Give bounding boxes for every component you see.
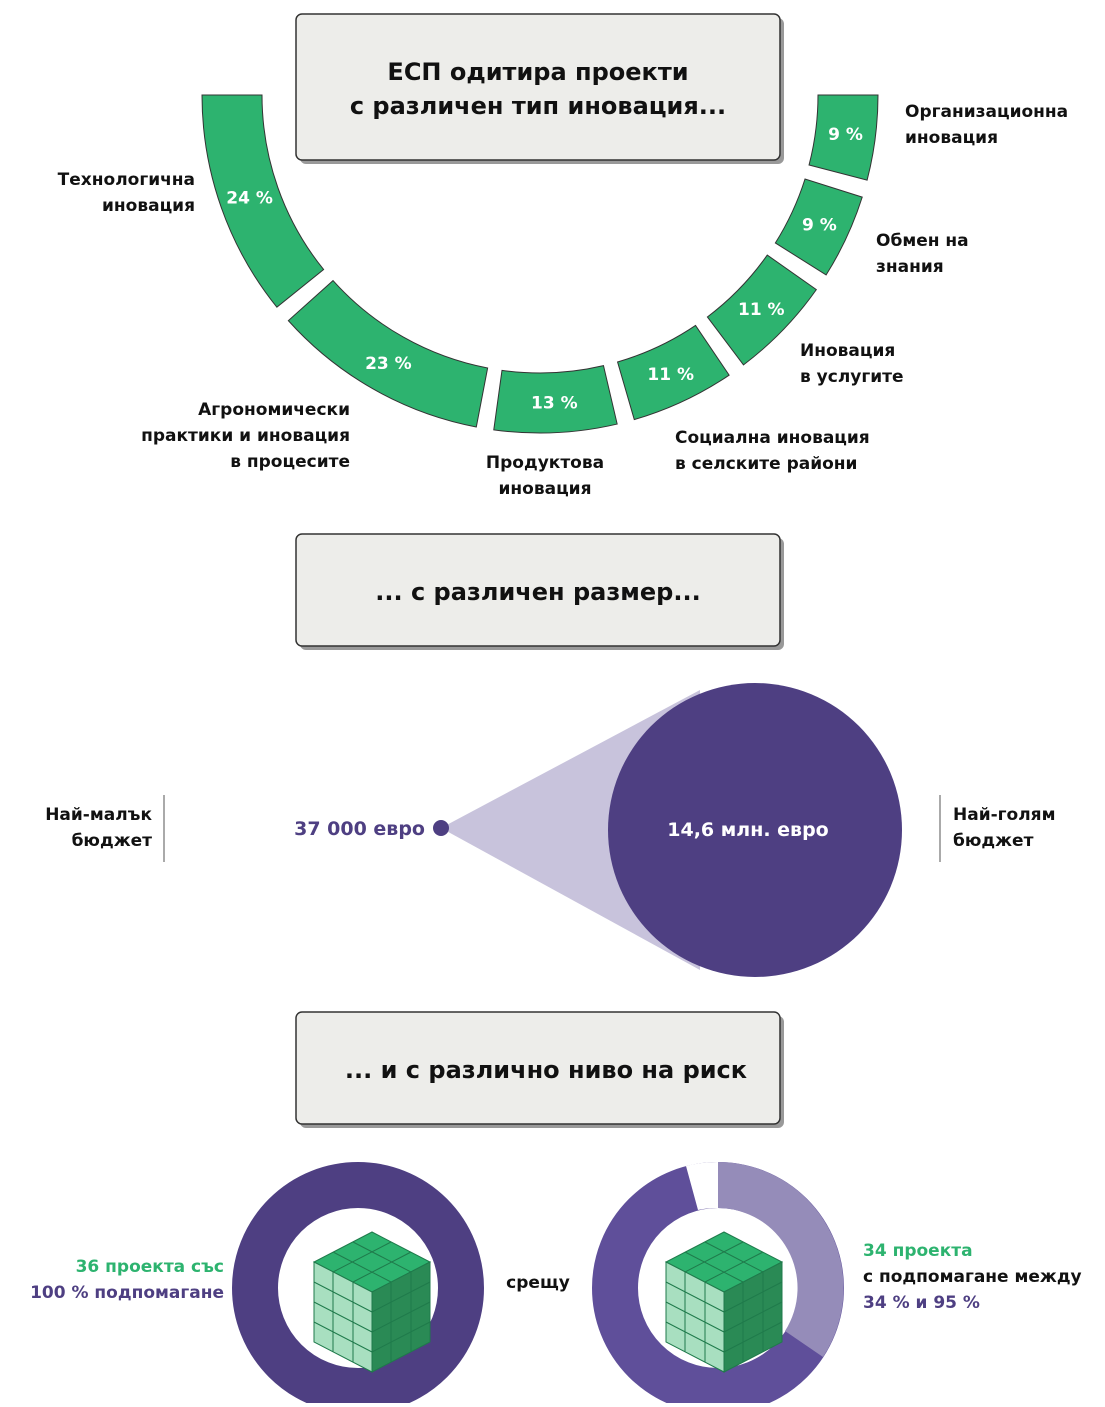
segment-label: 9 % <box>828 125 863 145</box>
label: 34 проекта <box>863 1241 973 1261</box>
small-dot <box>433 820 449 836</box>
segment-label: 11 % <box>738 300 785 320</box>
segment <box>201 94 325 308</box>
label: срещу <box>506 1273 570 1293</box>
segment-name: Социална иновация <box>675 428 870 448</box>
value: 37 000 евро <box>294 818 425 840</box>
label: с подпомагане между <box>863 1267 1082 1287</box>
label: Най-голям <box>953 805 1056 825</box>
segment-name: иновация <box>905 128 998 148</box>
segment-label: 24 % <box>226 189 273 209</box>
segment-name: Продуктова <box>486 453 604 473</box>
segment-name: Агрономически <box>198 400 350 420</box>
segment-label: 23 % <box>365 354 412 374</box>
segment-label: 9 % <box>802 216 837 236</box>
value: 14,6 млн. евро <box>667 819 828 841</box>
segment <box>493 365 618 434</box>
cube <box>312 1231 432 1373</box>
segment-name: иновация <box>499 479 592 499</box>
label: 36 проекта със <box>76 1257 224 1277</box>
segment-label: 13 % <box>531 394 578 414</box>
segment <box>287 279 489 428</box>
label: 100 % подпомагане <box>30 1283 224 1303</box>
segment-name: знания <box>876 257 944 277</box>
segment-label: 11 % <box>647 365 694 385</box>
segment-name: Организационна <box>905 102 1068 122</box>
segment-name: практики и иновация <box>141 426 350 446</box>
ring-segment <box>718 1162 844 1357</box>
segment-name: иновация <box>102 196 195 216</box>
title-box <box>295 13 781 161</box>
title: ... и с различно ниво на риск <box>345 1056 747 1084</box>
ring-gap <box>686 1161 718 1210</box>
label: 34 % и 95 % <box>863 1293 980 1313</box>
title: с различен тип иновация... <box>350 92 726 120</box>
segment-name: Иновация <box>800 341 895 361</box>
cube <box>665 1231 783 1373</box>
label: бюджет <box>72 831 153 851</box>
large-circle <box>608 683 902 977</box>
segment-name: Обмен на <box>876 231 969 251</box>
title-box <box>295 533 781 647</box>
segment <box>808 94 879 181</box>
segment-name: в услугите <box>800 367 904 387</box>
segment <box>706 254 818 366</box>
title-box <box>295 1011 781 1125</box>
label: Най-малък <box>45 805 152 825</box>
segment <box>774 178 863 276</box>
label: бюджет <box>953 831 1034 851</box>
title: ... с различен размер... <box>375 578 700 606</box>
ring <box>232 1162 484 1407</box>
segment <box>616 324 730 421</box>
segment-name: в процесите <box>230 452 350 472</box>
title: ЕСП одитира проекти <box>387 58 688 86</box>
segment-name: Технологична <box>58 170 195 190</box>
segment-name: в селските райони <box>675 454 857 474</box>
